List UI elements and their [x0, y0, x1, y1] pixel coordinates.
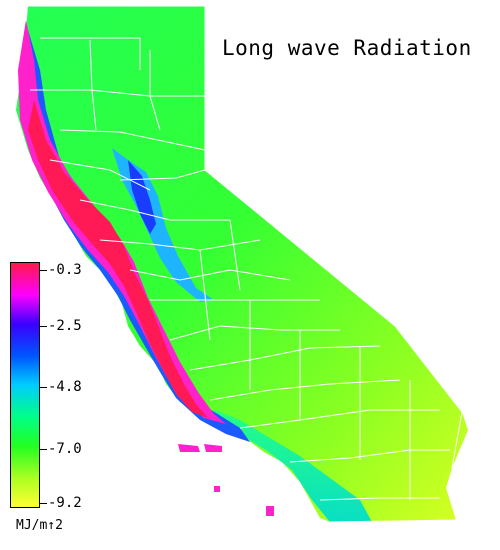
island-2: [204, 444, 222, 452]
island-1: [178, 444, 200, 452]
legend-tick-label: -0.3: [48, 262, 82, 278]
island-4: [266, 506, 274, 516]
legend-tick: [39, 270, 47, 271]
legend-unit-label: MJ/m↑2: [16, 518, 63, 533]
legend-tick: [39, 387, 47, 388]
legend-tick: [39, 326, 47, 327]
legend-tick-label: -9.2: [48, 495, 82, 511]
legend-tick-label: -4.8: [48, 379, 82, 395]
legend-tick: [39, 503, 47, 504]
legend-tick: [39, 449, 47, 450]
valley-core: [128, 160, 156, 234]
state-body: [16, 6, 468, 522]
color-scale-bar: [10, 262, 40, 508]
island-3: [214, 486, 220, 492]
map-title: Long wave Radiation: [222, 36, 472, 60]
legend-tick-label: -7.0: [48, 441, 82, 457]
coastal-red-band: [28, 100, 208, 418]
legend-tick-label: -2.5: [48, 318, 82, 334]
county-boundaries: [28, 5, 463, 523]
